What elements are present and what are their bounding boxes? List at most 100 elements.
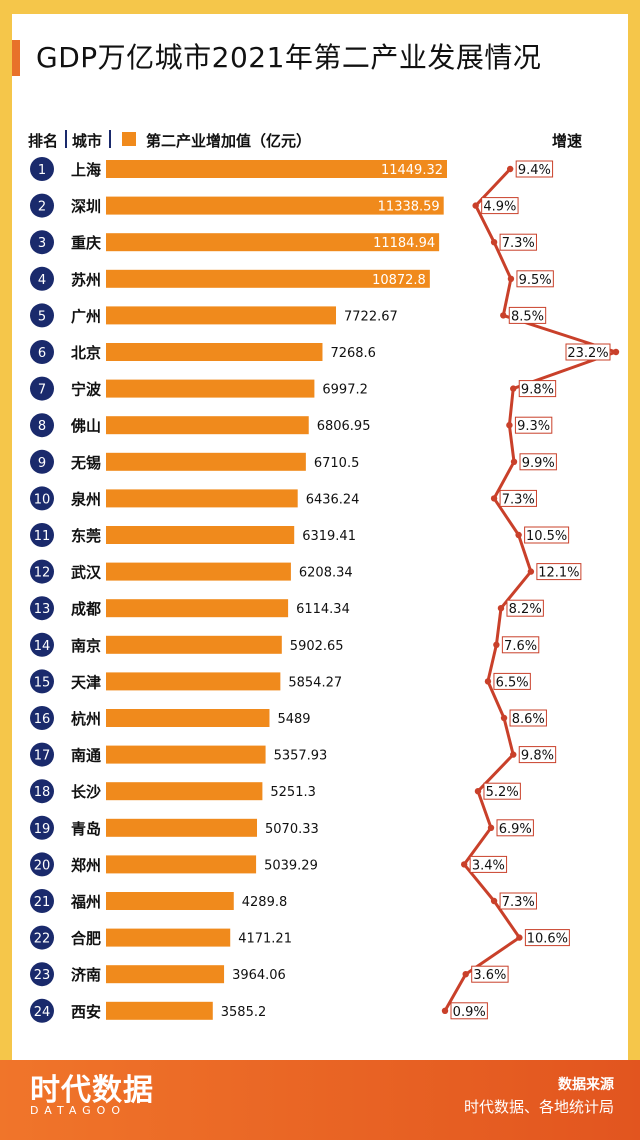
rank-number: 1 bbox=[38, 163, 46, 178]
growth-point bbox=[490, 897, 498, 905]
growth-label: 5.2% bbox=[486, 785, 519, 800]
growth-label-box bbox=[524, 929, 570, 947]
growth-point bbox=[497, 605, 505, 612]
growth-label: 23.2% bbox=[567, 346, 608, 361]
rank-badge bbox=[30, 779, 54, 804]
growth-point bbox=[510, 751, 517, 758]
growth-label-box bbox=[536, 563, 582, 581]
bar bbox=[106, 526, 295, 544]
bar bbox=[106, 489, 298, 508]
value-label: 5902.65 bbox=[290, 639, 344, 654]
growth-label: 10.5% bbox=[526, 529, 567, 544]
growth-label: 6.9% bbox=[499, 822, 532, 837]
rank-number: 24 bbox=[34, 1005, 51, 1020]
growth-label: 7.3% bbox=[502, 236, 535, 251]
rank-number: 10 bbox=[34, 492, 51, 507]
growth-label: 9.3% bbox=[517, 419, 550, 434]
value-label: 5489 bbox=[277, 712, 310, 727]
growth-label: 8.5% bbox=[511, 309, 544, 324]
rank-badge bbox=[30, 742, 54, 767]
growth-label-box bbox=[519, 453, 557, 471]
growth-label-box bbox=[516, 270, 554, 288]
city-label: 福州 bbox=[70, 893, 101, 911]
value-label: 6319.41 bbox=[302, 529, 356, 544]
rank-badge bbox=[30, 449, 54, 474]
growth-label: 9.4% bbox=[518, 163, 551, 178]
value-label: 6806.95 bbox=[317, 419, 371, 434]
growth-label-box bbox=[499, 233, 537, 251]
rank-badge bbox=[30, 340, 54, 364]
header-city: 城市 bbox=[72, 132, 103, 150]
bar bbox=[106, 635, 282, 654]
growth-label-box bbox=[483, 782, 521, 800]
rank-number: 2 bbox=[38, 200, 46, 215]
city-label: 泉州 bbox=[70, 490, 101, 508]
value-label: 3585.2 bbox=[221, 1005, 267, 1020]
rank-number: 11 bbox=[34, 529, 51, 544]
rank-badge bbox=[30, 486, 54, 511]
chart-title: GDP万亿城市2021年第二产业发展情况 bbox=[36, 41, 542, 74]
growth-label-box bbox=[450, 1002, 488, 1020]
city-label: 合肥 bbox=[70, 930, 101, 948]
growth-point bbox=[487, 824, 495, 831]
frame-left-strip bbox=[0, 0, 12, 1060]
bar bbox=[106, 672, 281, 691]
brand-subtitle: DATAGOO bbox=[30, 1104, 126, 1117]
growth-label: 7.6% bbox=[504, 639, 537, 654]
bar bbox=[106, 269, 430, 288]
bar bbox=[106, 1001, 213, 1020]
growth-point bbox=[493, 641, 500, 648]
growth-label: 9.5% bbox=[519, 273, 552, 288]
growth-label: 7.3% bbox=[502, 895, 535, 910]
growth-label: 9.8% bbox=[521, 749, 554, 764]
growth-label-box bbox=[499, 489, 537, 507]
rank-badge bbox=[30, 962, 54, 987]
growth-point bbox=[527, 568, 535, 575]
growth-label-box bbox=[469, 855, 508, 873]
rank-number: 9 bbox=[38, 456, 46, 471]
growth-label: 8.6% bbox=[512, 712, 545, 727]
growth-point bbox=[506, 422, 513, 429]
bar bbox=[106, 160, 447, 178]
city-label: 成都 bbox=[71, 600, 101, 618]
rank-badge bbox=[30, 632, 54, 657]
growth-label: 0.9% bbox=[453, 1005, 486, 1020]
header-separator bbox=[109, 130, 111, 148]
value-label: 5070.33 bbox=[265, 822, 319, 837]
rank-badge bbox=[30, 157, 54, 181]
city-label: 北京 bbox=[71, 344, 101, 362]
rank-badge bbox=[30, 303, 54, 328]
growth-point bbox=[441, 1007, 449, 1014]
growth-point bbox=[472, 202, 479, 209]
city-label: 西安 bbox=[71, 1003, 101, 1021]
growth-label-box bbox=[481, 197, 519, 215]
growth-label: 6.5% bbox=[496, 675, 529, 690]
growth-point bbox=[490, 239, 498, 246]
growth-label: 9.8% bbox=[521, 383, 554, 398]
growth-point bbox=[506, 165, 514, 173]
bar bbox=[106, 709, 270, 727]
city-label: 上海 bbox=[71, 161, 101, 179]
rank-number: 4 bbox=[38, 273, 46, 288]
bar bbox=[106, 818, 258, 837]
growth-label: 4.9% bbox=[483, 200, 516, 215]
rank-number: 20 bbox=[34, 858, 51, 873]
growth-label-box bbox=[496, 819, 534, 837]
value-label: 7722.67 bbox=[344, 309, 398, 324]
frame-top-strip bbox=[0, 0, 640, 14]
rank-badge bbox=[30, 852, 54, 877]
rank-badge bbox=[30, 523, 54, 547]
bar bbox=[106, 343, 323, 361]
growth-label-box bbox=[501, 636, 540, 654]
city-label: 南通 bbox=[71, 747, 101, 765]
footer-bar bbox=[0, 1060, 640, 1140]
growth-label: 12.1% bbox=[538, 566, 579, 581]
city-label: 东莞 bbox=[71, 527, 101, 545]
growth-label-box bbox=[493, 672, 531, 690]
city-label: 长沙 bbox=[71, 783, 101, 801]
growth-point bbox=[484, 678, 492, 685]
rank-badge bbox=[30, 596, 54, 621]
rank-badge bbox=[30, 559, 54, 584]
value-label: 10872.8 bbox=[372, 273, 426, 288]
